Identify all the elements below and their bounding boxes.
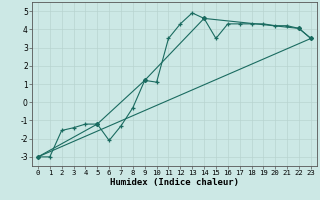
X-axis label: Humidex (Indice chaleur): Humidex (Indice chaleur) (110, 178, 239, 187)
